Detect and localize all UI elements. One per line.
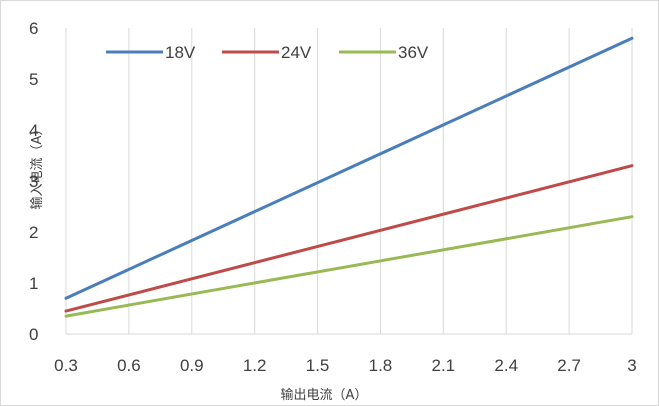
y-tick-label: 6: [29, 19, 38, 38]
x-tick-label: 0.9: [180, 356, 204, 375]
series-line-36V: [64, 215, 634, 318]
series-line-18V: [64, 36, 634, 300]
x-tick-label: 0.6: [117, 356, 141, 375]
series-lines: [64, 36, 634, 318]
y-tick-label: 3: [29, 172, 38, 191]
x-axis-label: 输出电流（A）: [281, 387, 368, 403]
y-tick-label: 1: [29, 274, 38, 293]
x-tick-label: 3: [627, 356, 636, 375]
x-tick-label: 1.8: [369, 356, 393, 375]
x-tick-label: 1.2: [243, 356, 267, 375]
legend: 18V 24V 36V: [106, 43, 429, 62]
x-tick-label: 0.3: [54, 356, 78, 375]
series-line-24V: [64, 164, 634, 313]
x-tick-label: 1.5: [306, 356, 330, 375]
legend-label: 18V: [165, 43, 196, 62]
y-axis-label: 输入电流（A）: [29, 123, 45, 210]
y-tick-label: 5: [29, 70, 38, 89]
y-tick-label: 0: [29, 325, 38, 344]
legend-label: 36V: [398, 43, 429, 62]
axes: 0.3 0.6 0.9 1.2 1.5 1.8 2.1 2.4 2.7 3 0 1 2 3 4 5 6: [29, 19, 637, 375]
y-tick-label: 4: [29, 121, 38, 140]
x-tick-label: 2.7: [557, 356, 581, 375]
legend-label: 24V: [281, 43, 312, 62]
x-tick-label: 2.4: [494, 356, 518, 375]
y-tick-label: 2: [29, 223, 38, 242]
x-tick-label: 2.1: [432, 356, 456, 375]
